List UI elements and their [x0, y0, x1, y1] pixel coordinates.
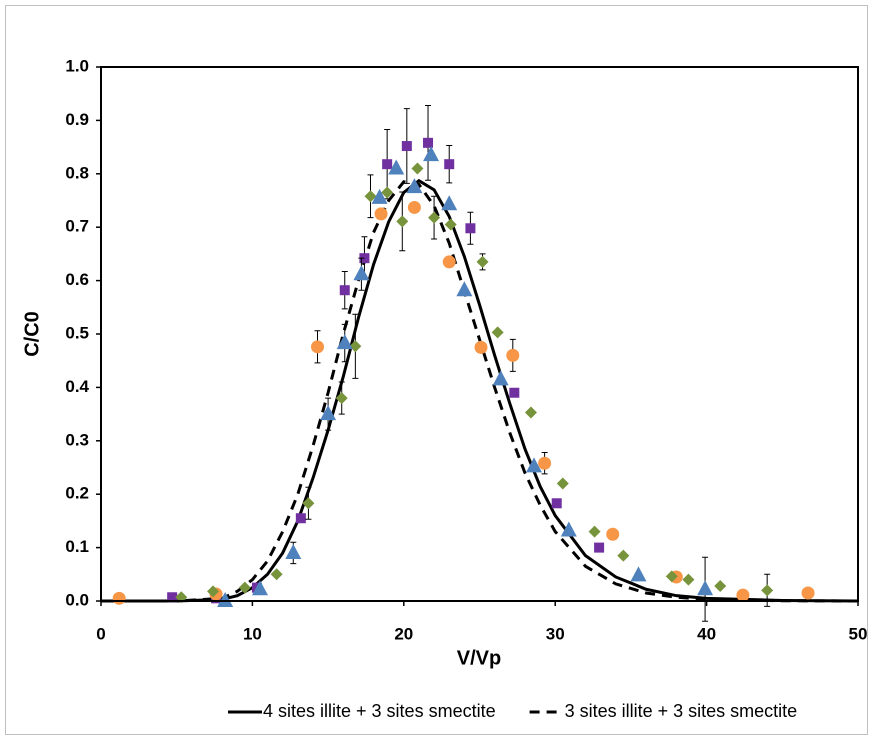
triangle-marker	[217, 592, 234, 607]
x-tick-label: 20	[394, 624, 413, 643]
triangle-marker	[371, 188, 388, 204]
diamond-marker	[364, 190, 377, 203]
triangle-marker	[388, 159, 405, 175]
triangle-marker	[251, 580, 268, 596]
diamond-marker	[665, 570, 678, 583]
y-tick-label: 0.2	[65, 484, 89, 503]
plot-frame	[100, 66, 859, 602]
diamond-marker	[682, 573, 695, 586]
diamond-marker	[588, 525, 601, 538]
x-tick-label: 50	[849, 624, 868, 643]
circle-marker	[506, 348, 520, 362]
square-marker	[295, 513, 306, 524]
circle-marker	[801, 586, 815, 600]
x-tick-label: 0	[96, 624, 105, 643]
square-marker	[509, 387, 520, 398]
triangle-marker	[320, 405, 337, 421]
square-marker	[551, 498, 562, 509]
diamond-marker	[302, 497, 315, 510]
square-marker	[444, 159, 455, 170]
square-marker	[401, 141, 412, 152]
diamond-marker	[491, 326, 504, 339]
triangle-marker	[630, 566, 647, 582]
y-tick-label: 1.0	[65, 56, 89, 75]
y-tick-label: 0.1	[65, 537, 89, 556]
diamond-marker	[524, 406, 537, 419]
y-axis-title: C/C0	[21, 311, 43, 357]
diamond-marker	[617, 549, 630, 562]
model-line	[101, 178, 859, 603]
diamond-marker	[428, 211, 441, 224]
y-tick-label: 0.7	[65, 217, 89, 236]
triangle-marker	[456, 281, 473, 297]
y-tick-label: 0.4	[65, 377, 89, 396]
square-marker	[167, 592, 178, 603]
diamond-marker	[761, 584, 774, 597]
square-marker	[465, 223, 476, 234]
triangle-marker	[526, 457, 543, 473]
square-marker	[594, 542, 605, 553]
y-tick-label: 0.0	[65, 590, 89, 609]
y-tick-label: 0.8	[65, 163, 89, 182]
diamond-marker	[396, 215, 409, 228]
circle-marker	[736, 588, 750, 602]
diamond-marker	[444, 218, 457, 231]
square-marker	[359, 253, 370, 264]
model-line	[101, 180, 859, 603]
diamond-marker	[411, 162, 424, 175]
diamond-marker	[349, 340, 362, 353]
y-tick-label: 0.5	[65, 323, 89, 342]
circle-marker	[374, 207, 388, 221]
diamond-marker	[714, 580, 727, 593]
diamond-marker	[207, 585, 220, 598]
triangle-marker	[285, 543, 302, 559]
circle-marker	[606, 527, 620, 541]
legend-label: 4 sites illite + 3 sites smectite	[263, 701, 496, 721]
circle-marker	[112, 591, 126, 605]
circle-marker	[442, 255, 456, 269]
triangle-marker	[423, 146, 440, 162]
diamond-marker	[270, 568, 283, 581]
circle-marker	[407, 200, 421, 214]
chart-frame	[5, 5, 868, 735]
triangle-marker	[336, 334, 353, 350]
x-tick-label: 30	[546, 624, 565, 643]
square-marker	[339, 285, 350, 296]
legend-label: 3 sites illite + 3 sites smectite	[565, 701, 798, 721]
x-tick-label: 10	[243, 624, 262, 643]
diamond-marker	[335, 392, 348, 405]
x-tick-label: 40	[697, 624, 716, 643]
circle-marker	[474, 340, 488, 354]
circle-marker	[538, 456, 552, 470]
triangle-marker	[441, 195, 458, 211]
triangle-marker	[492, 370, 509, 386]
circle-marker	[311, 340, 325, 354]
triangle-marker	[353, 265, 370, 281]
triangle-marker	[697, 580, 714, 596]
square-marker	[382, 159, 393, 170]
triangle-marker	[406, 178, 423, 194]
diamond-marker	[238, 581, 251, 594]
y-tick-label: 0.9	[65, 110, 89, 129]
square-marker	[423, 137, 434, 148]
y-tick-label: 0.6	[65, 270, 89, 289]
triangle-marker	[560, 521, 577, 537]
y-tick-label: 0.3	[65, 430, 89, 449]
diamond-marker	[476, 255, 489, 268]
diamond-marker	[381, 186, 394, 199]
x-axis-title: V/Vp	[457, 647, 501, 669]
diamond-marker	[556, 477, 569, 490]
